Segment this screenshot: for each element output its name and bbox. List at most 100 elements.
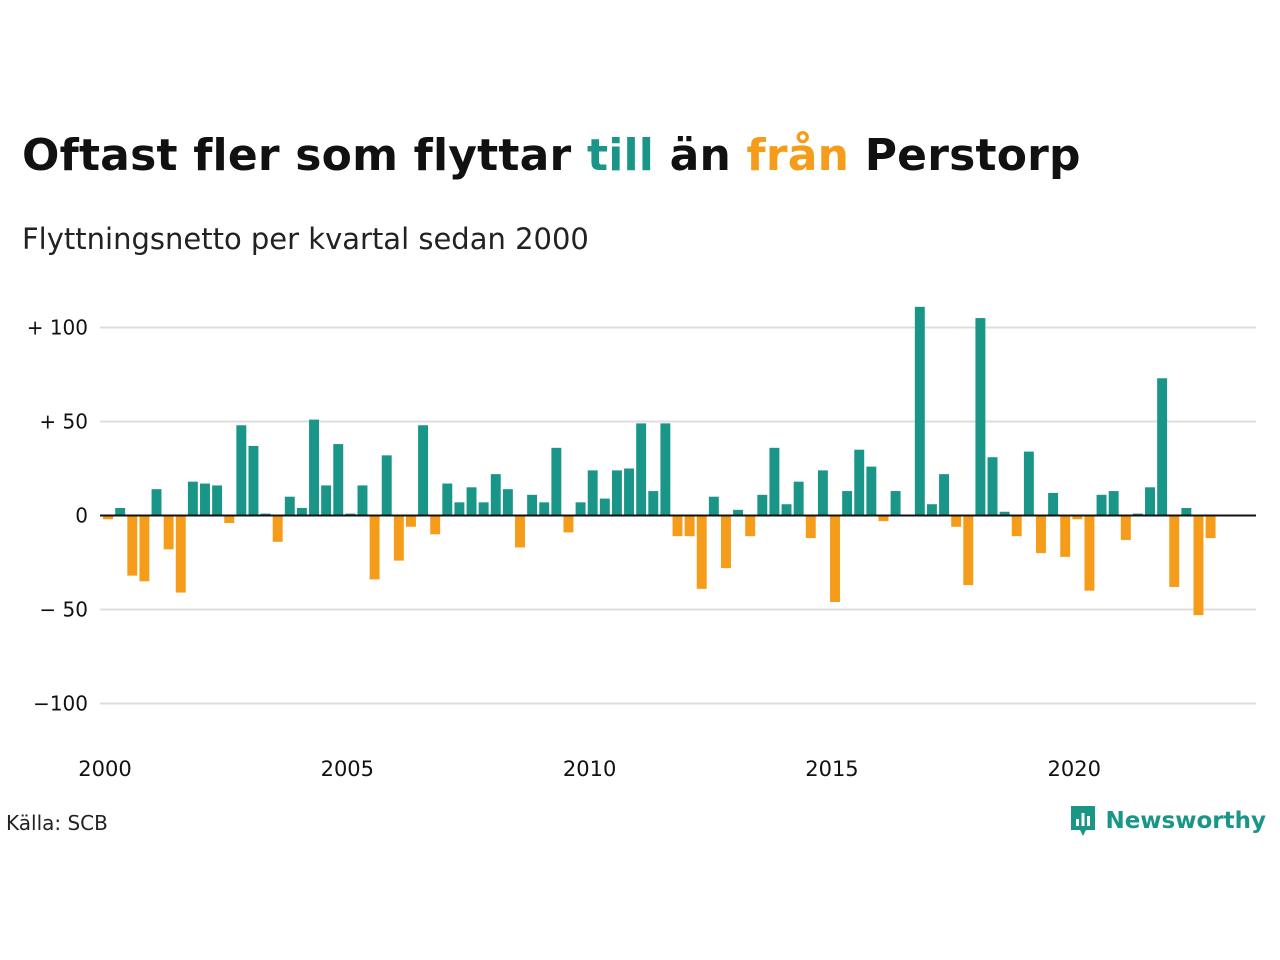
title-part-3: Perstorp [849,130,1081,181]
bar [793,481,804,516]
bar [648,491,659,516]
bar [575,502,586,516]
bar [999,511,1010,516]
x-tick-label: 2020 [1048,757,1101,781]
y-tick-label: 0 [75,504,88,528]
bar [1181,507,1192,516]
bar [636,423,647,516]
bar [200,483,210,516]
bar [708,496,719,516]
newsworthy-logo-icon [1071,806,1096,836]
y-tick-label: − 50 [39,598,88,622]
bar [1205,515,1216,539]
bar [805,515,816,539]
y-tick-label: −100 [33,692,88,716]
bar [563,515,574,533]
bar [660,423,671,516]
bar [224,515,235,524]
bar [745,515,756,537]
bar [151,489,162,516]
bar [1011,515,1022,537]
bar [127,515,138,576]
title-part-2: än [654,130,747,181]
bar [163,515,174,550]
bar [939,474,950,516]
bar [696,515,707,589]
bar [357,485,368,516]
bar [139,515,150,582]
bar [393,515,404,561]
bar [817,470,828,516]
x-tick-label: 2015 [805,757,858,781]
bar [1096,494,1107,516]
bar-chart: + 100 + 50 0 − 50 −100 2000 2005 2010 2015 2020 [27,306,1256,781]
title-word-fran: från [746,130,850,181]
bar [333,444,344,516]
bar [442,483,453,516]
bar [1193,515,1204,616]
y-tick-label: + 50 [39,410,88,434]
brand-name: Newsworthy [1105,808,1266,834]
bar [1084,515,1095,591]
bars [103,306,1216,616]
bar [1169,515,1180,587]
bar [1108,491,1119,516]
bar [672,515,683,537]
bar [1060,515,1071,557]
bar [1048,492,1059,516]
bar [914,306,925,516]
bar [515,515,525,548]
bar [284,496,295,516]
bar [248,445,259,516]
bar [405,515,416,527]
bar [951,515,962,527]
bar [781,504,792,516]
bar [272,515,283,542]
x-tick-label: 2000 [78,757,131,781]
bar [309,419,319,516]
bar [599,498,610,516]
bar [769,447,780,516]
source-label: Källa: SCB [6,811,108,835]
brand-logo: Newsworthy [1069,804,1266,838]
bar [454,502,465,516]
bar [430,515,441,535]
bar [733,509,744,516]
bar [296,507,307,516]
bar [369,515,380,580]
bar [1023,451,1034,516]
bar [587,470,598,516]
bar [854,449,865,516]
bar [321,485,332,516]
bar [890,491,901,516]
title-word-till: till [586,130,655,181]
bar [926,504,937,516]
chart-title: Oftast fler som flyttar till än från Per… [22,130,1081,181]
bar [1120,515,1131,540]
bar [236,425,247,516]
x-tick-label: 2010 [563,757,616,781]
bar [878,515,889,522]
bar [175,515,186,593]
bar [1036,515,1046,554]
bar [490,474,501,516]
bar [1072,515,1083,520]
x-tick-label: 2005 [321,757,374,781]
bar [103,515,114,520]
bar [187,481,198,516]
bar [987,457,998,516]
bar [624,468,635,516]
bar [1157,378,1168,516]
y-tick-label: + 100 [27,316,88,340]
title-part-1: Oftast fler som flyttar [22,130,587,181]
bar [720,515,731,569]
bar [466,487,477,516]
grid-lines [100,326,1256,705]
bar [611,470,622,516]
bar [539,502,550,516]
bar [527,494,538,516]
bar [381,455,392,516]
bar [502,489,513,516]
bar [212,485,223,516]
bar [830,515,840,602]
